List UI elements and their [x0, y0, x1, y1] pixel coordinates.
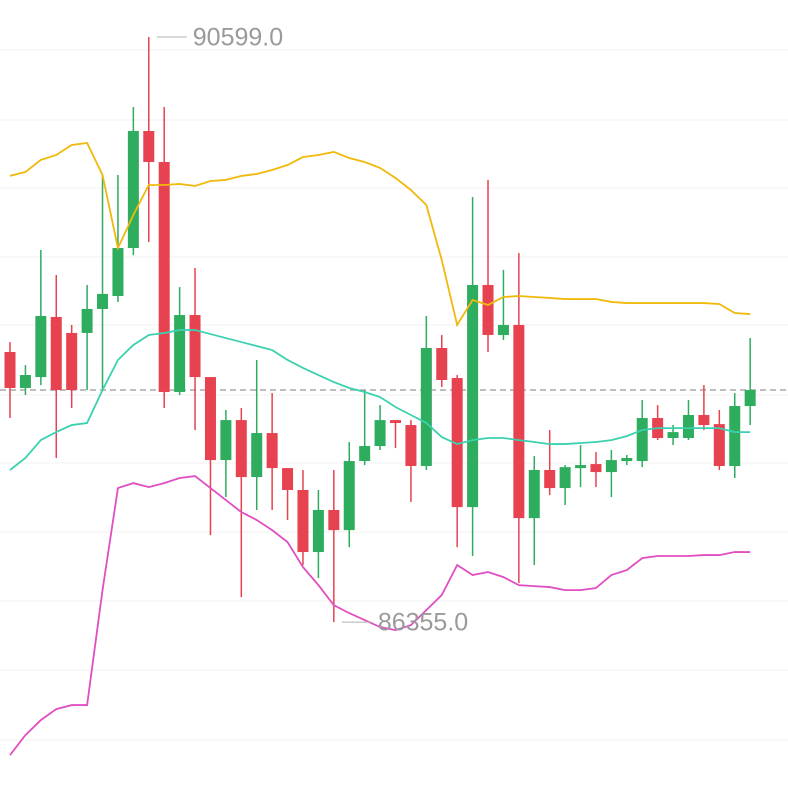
- candle-body: [282, 468, 294, 490]
- candle-body: [575, 465, 587, 469]
- candle-body: [682, 414, 694, 439]
- candle-body: [158, 161, 170, 392]
- candle-body: [621, 458, 633, 462]
- candle-body: [467, 284, 479, 508]
- candle-body: [343, 461, 355, 531]
- candle-body: [50, 316, 62, 391]
- candle-body: [143, 130, 155, 162]
- candle-body: [4, 351, 16, 388]
- candle-body: [328, 509, 340, 531]
- candle-body: [497, 324, 509, 336]
- candle-body: [204, 377, 216, 461]
- candle-body: [713, 424, 725, 467]
- annotation-label: 90599.0: [193, 24, 283, 52]
- candle-body: [35, 316, 47, 378]
- candle-body: [174, 315, 186, 392]
- candle-body: [359, 446, 371, 462]
- candle-body: [744, 390, 756, 407]
- candle-body: [390, 420, 401, 423]
- candle-body: [482, 284, 494, 336]
- candle-body: [451, 378, 463, 508]
- candle-body: [590, 464, 602, 473]
- candle-body: [698, 414, 710, 426]
- candle-body: [127, 130, 139, 249]
- candle-body: [513, 324, 525, 519]
- candle-body: [297, 489, 309, 553]
- candle-body: [559, 467, 571, 489]
- candle-body: [312, 509, 324, 553]
- candle-body: [235, 420, 247, 478]
- candle-body: [667, 432, 679, 439]
- candle-body: [189, 315, 201, 378]
- band-line: [9, 141, 751, 328]
- candle-body: [544, 470, 556, 489]
- candle-body: [112, 248, 124, 297]
- candle-body: [97, 293, 109, 309]
- candle-body: [374, 420, 386, 447]
- candle-body: [81, 308, 93, 333]
- candle-body: [405, 425, 417, 467]
- candle-body: [220, 420, 232, 461]
- candle-body: [605, 460, 617, 473]
- candle-body: [636, 418, 648, 462]
- band-line: [9, 475, 751, 756]
- candle-body: [19, 375, 31, 388]
- candle-body: [251, 433, 263, 478]
- band-line: [9, 329, 751, 471]
- candle-body: [66, 332, 78, 391]
- annotation-label: 86355.0: [378, 609, 468, 637]
- candle-body: [420, 347, 432, 467]
- candle-body: [266, 433, 278, 469]
- candle-body: [528, 470, 540, 519]
- candle-body: [436, 347, 448, 380]
- candle-body: [729, 406, 741, 467]
